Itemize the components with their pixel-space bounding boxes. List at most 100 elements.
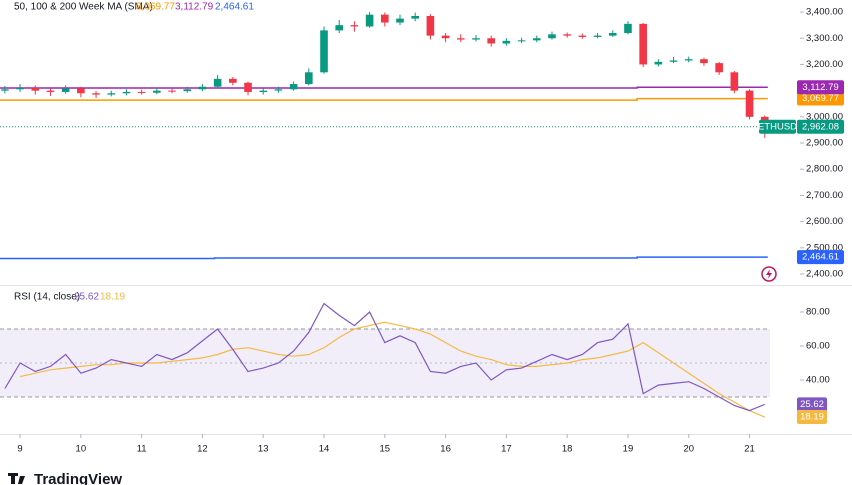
candle-body bbox=[654, 61, 663, 65]
alert-icon-bolt bbox=[766, 269, 772, 279]
candle-body bbox=[137, 91, 146, 93]
candle-body bbox=[715, 63, 723, 73]
candle-body bbox=[396, 18, 404, 23]
candle-body bbox=[289, 84, 298, 90]
candle-body bbox=[669, 60, 678, 62]
candle-body bbox=[381, 14, 389, 23]
y-tick-label: 2,800.00 bbox=[806, 164, 843, 175]
candle-body bbox=[624, 23, 632, 34]
y-tick-label: 40.00 bbox=[806, 374, 830, 385]
symbol-label-bg bbox=[759, 119, 796, 134]
candle-body bbox=[350, 25, 359, 27]
candle-body bbox=[335, 25, 344, 31]
rsi-value-label: 18.19 bbox=[800, 412, 824, 423]
y-tick-label: 2,600.00 bbox=[806, 216, 843, 227]
candle-body bbox=[244, 82, 252, 92]
candle-body bbox=[320, 30, 328, 73]
x-tick-label: 20 bbox=[683, 444, 694, 455]
ma-price-label-bg bbox=[797, 91, 844, 106]
symbol-label: ETHUSD bbox=[758, 121, 797, 132]
candle-body bbox=[107, 93, 116, 95]
ma-price-label-bg bbox=[797, 250, 844, 265]
y-tick-label: 2,700.00 bbox=[806, 190, 843, 201]
candle-body bbox=[1, 89, 9, 91]
candle-body bbox=[639, 23, 647, 65]
moving-average-line bbox=[0, 86, 768, 89]
y-tick-label: 3,300.00 bbox=[806, 33, 843, 44]
candle-body bbox=[274, 89, 283, 91]
y-tick-label: 3,000.00 bbox=[806, 111, 843, 122]
last-price-label: 2,962.08 bbox=[802, 121, 839, 132]
rsi-line bbox=[4, 302, 765, 412]
candle-body bbox=[578, 35, 587, 37]
rsi-value-label: 25.62 bbox=[800, 399, 824, 410]
candle-body bbox=[426, 15, 435, 36]
x-tick-label: 16 bbox=[440, 444, 451, 455]
candle-body bbox=[548, 34, 556, 39]
ma-header-value: 2,464.61 bbox=[215, 2, 254, 13]
ma-price-label: 3,069.77 bbox=[802, 93, 839, 104]
candle-body bbox=[411, 15, 419, 19]
candle-body bbox=[730, 72, 739, 91]
indicator-title: RSI (14, close) bbox=[14, 292, 80, 303]
moving-average-line bbox=[0, 97, 768, 101]
candle-body bbox=[259, 90, 268, 92]
candle-body bbox=[229, 78, 237, 83]
y-tick-label: 3,400.00 bbox=[806, 7, 843, 18]
x-tick-label: 9 bbox=[17, 444, 22, 455]
x-tick-label: 17 bbox=[501, 444, 512, 455]
candle-body bbox=[517, 40, 526, 42]
candle-body bbox=[487, 38, 495, 44]
candle-body bbox=[46, 90, 55, 92]
brand-logo bbox=[8, 473, 25, 484]
candle-body bbox=[31, 88, 40, 91]
brand-name: TradingView bbox=[34, 471, 122, 485]
rsi-header-value: 18.19 bbox=[100, 292, 125, 303]
rsi-header-value: 25.62 bbox=[74, 292, 99, 303]
x-tick-label: 18 bbox=[562, 444, 573, 455]
moving-average-line bbox=[0, 256, 768, 260]
candle-body bbox=[502, 40, 511, 44]
candle-body bbox=[198, 86, 207, 90]
rsi-line bbox=[19, 321, 765, 418]
alert-icon[interactable] bbox=[761, 266, 777, 282]
x-tick-label: 13 bbox=[258, 444, 269, 455]
x-tick-label: 12 bbox=[197, 444, 208, 455]
y-tick-label: 2,500.00 bbox=[806, 242, 843, 253]
x-tick-label: 19 bbox=[623, 444, 634, 455]
candle-body bbox=[441, 35, 450, 39]
candle-body bbox=[305, 72, 313, 85]
ma-price-label-bg bbox=[797, 80, 844, 95]
last-price-label-bg bbox=[797, 119, 844, 134]
candle-body bbox=[684, 59, 693, 61]
candle-body bbox=[532, 38, 541, 41]
candle-body bbox=[77, 88, 85, 94]
ma-header-value: 3,112.79 bbox=[175, 2, 214, 13]
x-tick-label: 11 bbox=[137, 444, 147, 455]
x-tick-label: 10 bbox=[76, 444, 87, 455]
candle-body bbox=[122, 91, 131, 94]
candle-body bbox=[213, 78, 222, 87]
y-tick-label: 2,400.00 bbox=[806, 269, 843, 280]
ma-header-value: 3,069.77 bbox=[136, 2, 175, 13]
candle-body bbox=[153, 90, 161, 93]
candle-body bbox=[365, 14, 374, 27]
candle-body bbox=[745, 90, 754, 117]
candle-body bbox=[593, 35, 602, 37]
ma-price-label: 2,464.61 bbox=[802, 252, 839, 263]
candle-body bbox=[563, 34, 571, 36]
rsi-value-label-bg bbox=[797, 410, 827, 425]
y-tick-label: 2,900.00 bbox=[806, 138, 843, 149]
ma-price-label: 3,112.79 bbox=[802, 82, 838, 93]
candle-body bbox=[700, 59, 708, 64]
y-tick-label: 60.00 bbox=[806, 341, 830, 352]
rsi-value-label-bg bbox=[797, 397, 827, 412]
candle-body bbox=[92, 93, 100, 95]
candle-body bbox=[472, 38, 480, 40]
x-tick-label: 21 bbox=[744, 444, 755, 455]
indicator-title: 50, 100 & 200 Week MA (SMA) bbox=[14, 2, 153, 13]
candle-body bbox=[183, 89, 192, 92]
candle-body bbox=[456, 38, 465, 40]
x-tick-label: 14 bbox=[319, 444, 330, 455]
